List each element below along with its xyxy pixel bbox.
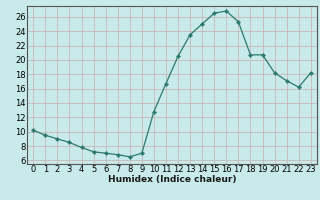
X-axis label: Humidex (Indice chaleur): Humidex (Indice chaleur) [108,175,236,184]
